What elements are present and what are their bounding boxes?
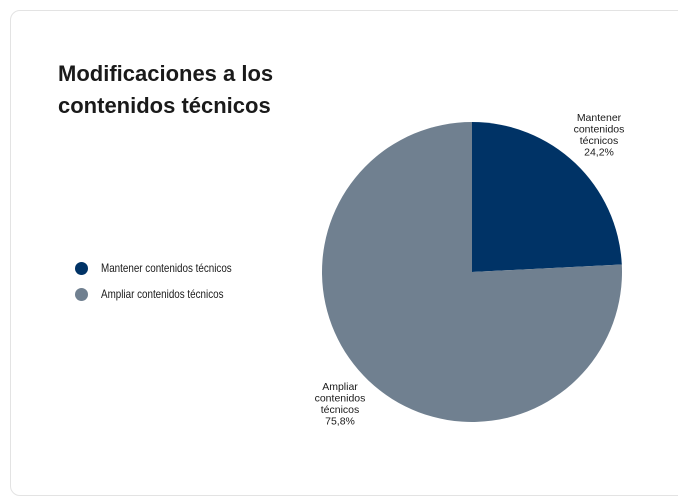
chart-legend: Mantener contenidos técnicos Ampliar con… xyxy=(75,258,260,310)
slice-label-line: 75,8% xyxy=(325,416,355,428)
slice-label-line: contenidos xyxy=(574,124,625,136)
pie-slice-mantener[interactable] xyxy=(472,122,622,272)
legend-label-ampliar: Ampliar contenidos técnicos xyxy=(101,287,224,301)
pie-chart: Mantener contenidos técnicos 24,2%Ampliar co… xyxy=(315,112,625,428)
slice-label-line: técnicos xyxy=(321,404,360,416)
legend-item-ampliar[interactable]: Ampliar contenidos técnicos xyxy=(75,284,260,304)
legend-swatch-ampliar xyxy=(75,287,88,301)
slice-label-line: técnicos xyxy=(580,135,619,147)
chart-title: Modificaciones a los contenidos técnicos xyxy=(58,61,274,118)
legend-label-mantener: Mantener contenidos técnicos xyxy=(101,261,232,275)
legend-item-mantener[interactable]: Mantener contenidos técnicos xyxy=(75,258,260,278)
slice-label-line: Mantener xyxy=(577,112,622,124)
slice-label-line: contenidos xyxy=(315,393,366,405)
slice-label-line: 24,2% xyxy=(584,147,614,159)
slice-label-line: Ampliar xyxy=(322,381,358,393)
legend-swatch-mantener xyxy=(75,261,88,275)
slice-label-mantener: Mantener contenidos técnicos 24,2% xyxy=(574,112,625,159)
slice-label-ampliar: Ampliar contenidos técnicos 75,8% xyxy=(315,381,366,428)
pie-slice-ampliar[interactable] xyxy=(322,122,622,422)
